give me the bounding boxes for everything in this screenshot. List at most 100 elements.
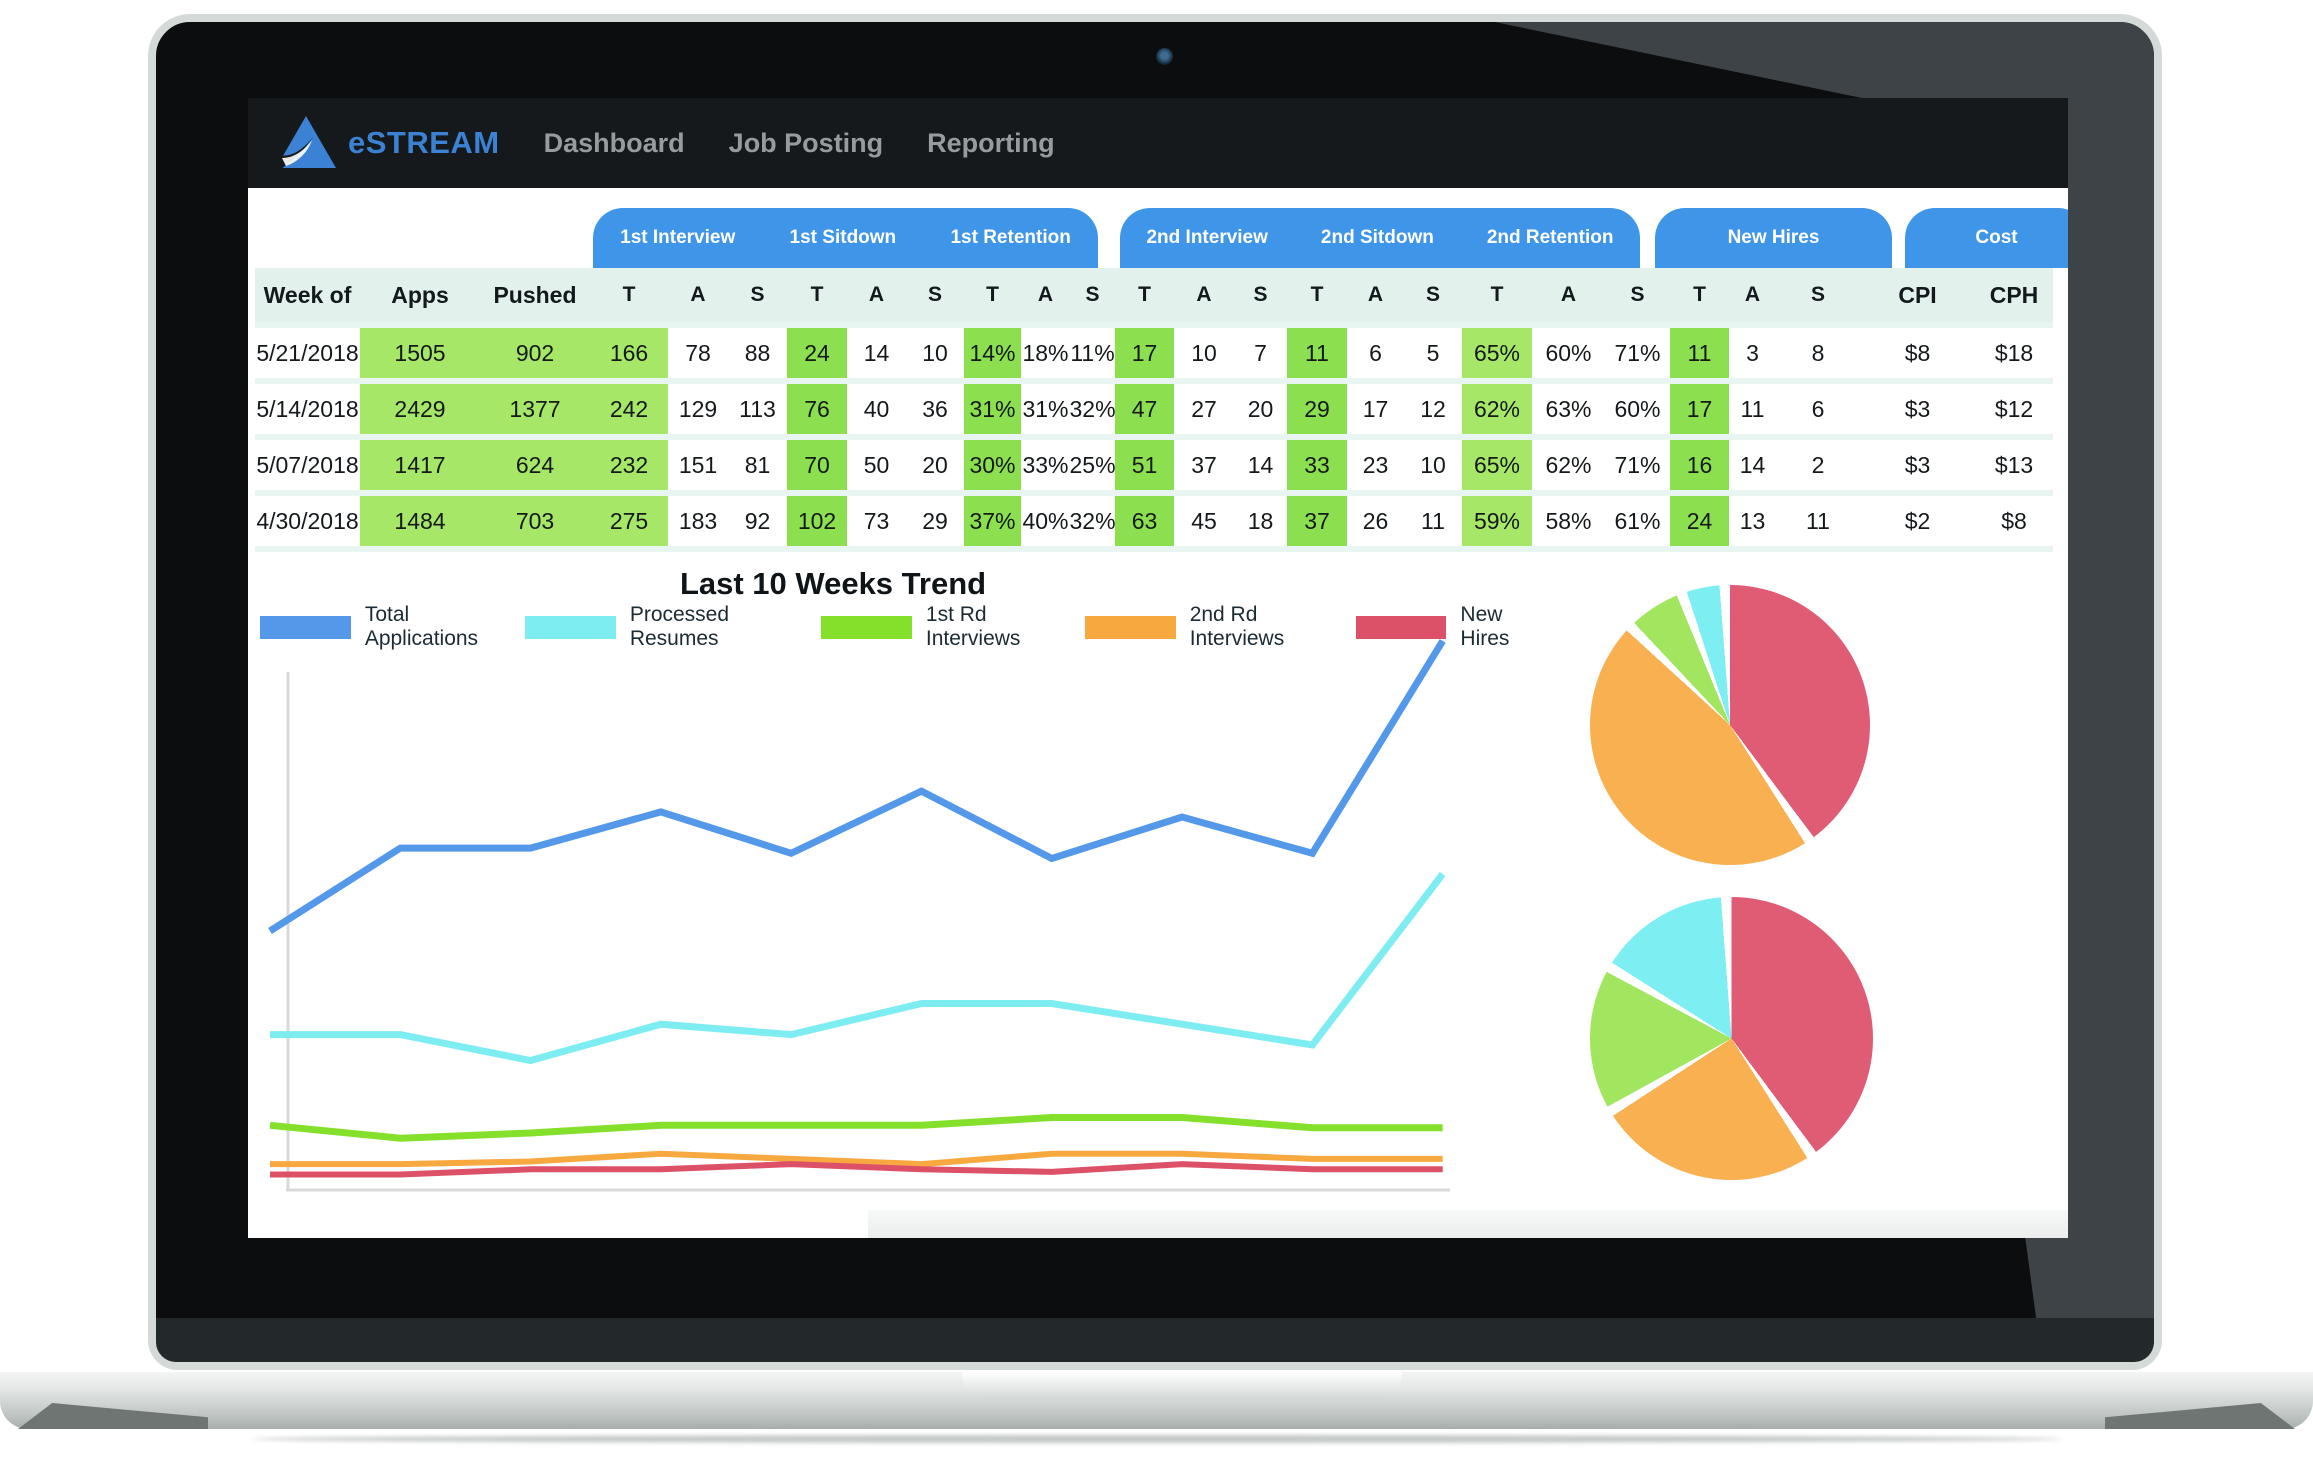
table-cell: 81: [744, 451, 771, 478]
column-header-s-14: S: [1253, 283, 1268, 306]
trend-line-processed-resumes: [270, 871, 1446, 1065]
table-cell: 11%: [1070, 339, 1115, 366]
table-cell: 7: [1254, 339, 1267, 366]
trend-line-2nd-rd-interviews: [270, 1150, 1443, 1168]
tab-cost[interactable]: Cost: [1905, 208, 2068, 268]
table-cell: 10: [1191, 339, 1217, 366]
tab-label-2nd-sitdown[interactable]: 2nd Sitdown: [1320, 227, 1434, 248]
laptop-hinge: [156, 1318, 2154, 1362]
table-cell: 45: [1191, 507, 1217, 534]
legend-swatch-new-hires: [1355, 615, 1447, 639]
table-cell: 71%: [1614, 451, 1661, 478]
tab-1st-interview-1st-sitdown-1st-retention[interactable]: 1st Interview 1st Sitdown 1st Retention: [593, 208, 1098, 268]
table-cell: 47: [1115, 384, 1174, 434]
table-cell: 11: [1287, 328, 1347, 378]
nav-menu: Dashboard Job Posting Reporting: [544, 128, 1055, 159]
trend-line-1st-rd-interviews: [269, 1114, 1443, 1142]
column-header-a-7: A: [868, 283, 885, 306]
tab-label-new-hires[interactable]: New Hires: [1727, 227, 1820, 248]
table-cell: 63%: [1545, 395, 1592, 422]
column-header-a-13: A: [1196, 283, 1212, 306]
table-cell: 5/14/2018: [256, 395, 359, 422]
table-cell: 1417: [360, 440, 480, 490]
table-cell: 65%: [1462, 440, 1532, 490]
table-cell: 36: [922, 395, 948, 422]
table-cell: 50: [863, 451, 890, 478]
brand-name: eSTREAM: [348, 125, 500, 160]
table-cell: 33: [1287, 440, 1347, 490]
table-cell: 20: [1247, 395, 1274, 422]
table-cell: 17: [1115, 328, 1174, 378]
tab-label-1st-sitdown[interactable]: 1st Sitdown: [789, 227, 897, 248]
legend-swatch-1st-rd-interviews: [821, 615, 912, 639]
tab-label-1st-interview[interactable]: 1st Interview: [620, 227, 736, 248]
column-header-a-16: A: [1367, 283, 1384, 306]
column-header-t-12: T: [1138, 283, 1151, 306]
table-row: 4/30/2018 1484 703 275 183 92 102 73 29 37% 40% 32%…: [255, 496, 2053, 546]
table-cell: 11: [1421, 507, 1445, 534]
table-body: 5/21/2018 1505 902 166 78 88 24 14 10 14% 18% 11% 17…: [255, 328, 2053, 546]
tab-2nd-interview-2nd-sitdown-2nd-retention[interactable]: 2nd Interview 2nd Sitdown 2nd Retention: [1120, 208, 1640, 268]
table-cell: 16: [1670, 440, 1729, 490]
table-cell: 61%: [1614, 507, 1661, 534]
table-cell: 8: [1811, 339, 1825, 366]
table-cell: $2: [1904, 507, 1931, 534]
legend-label: Processed Resumes: [629, 603, 730, 650]
table-cell: $8: [2001, 507, 2027, 534]
table-cell: $3: [1904, 451, 1931, 478]
table-cell: 40%: [1022, 507, 1069, 534]
table-cell: 37: [1191, 451, 1217, 478]
nav-item-dashboard[interactable]: Dashboard: [543, 127, 685, 158]
table-cell: 31%: [964, 384, 1021, 434]
table-cell: 11: [1806, 507, 1830, 534]
trend-legend: Total Applications Processed Resumes 1st R…: [260, 603, 1556, 651]
tab-label-2nd-interview[interactable]: 2nd Interview: [1146, 227, 1268, 248]
table-cell: 40: [863, 395, 890, 422]
legend-item-2nd-rd-interviews: 2nd Rd Interviews: [1084, 603, 1356, 651]
legend-swatch-total-applications: [260, 615, 351, 639]
table-cell: 24: [787, 328, 847, 378]
tab-label-1st-retention[interactable]: 1st Retention: [950, 227, 1071, 248]
table-cell: 2429: [360, 384, 480, 434]
table-cell: 88: [744, 339, 771, 366]
table-cell: 60%: [1614, 395, 1661, 422]
pie-chart-bottom: [1590, 897, 1873, 1180]
table-cell: 37: [1287, 496, 1347, 546]
table-cell: 14: [1247, 451, 1274, 478]
table-cell: $18: [1994, 339, 2034, 366]
table-cell: 102: [787, 496, 847, 546]
table-cell: 23: [1362, 451, 1389, 478]
table-cell: 65%: [1462, 328, 1532, 378]
table-cell: 92: [744, 507, 771, 534]
column-header-week-of-0: Week of: [263, 281, 352, 308]
tab-label-cost[interactable]: Cost: [1975, 227, 2018, 248]
table-cell: 31%: [1022, 395, 1069, 422]
tab-new-hires[interactable]: New Hires: [1655, 208, 1892, 268]
brand-logo[interactable]: eSTREAM: [274, 114, 500, 172]
table-cell: 17: [1362, 395, 1389, 422]
table-cell: 30%: [964, 440, 1021, 490]
table-cell: 33%: [1022, 451, 1069, 478]
nav-item-reporting[interactable]: Reporting: [927, 127, 1055, 158]
trend-chart-title: Last 10 Weeks Trend: [679, 566, 987, 601]
table-cell: $12: [1994, 395, 2034, 422]
column-header-s-8: S: [927, 283, 942, 306]
column-header-t-15: T: [1310, 283, 1324, 306]
table-cell: 151: [678, 451, 718, 478]
table-cell: 3: [1746, 339, 1759, 366]
legend-swatch-processed-resumes: [525, 615, 616, 639]
column-header-a-10: A: [1037, 283, 1054, 306]
tab-label-2nd-retention[interactable]: 2nd Retention: [1486, 227, 1614, 248]
table-cell: 32%: [1069, 395, 1116, 422]
table-cell: 183: [678, 507, 718, 534]
table-cell: 624: [480, 440, 590, 490]
table-row: 5/07/2018 1417 624 232 151 81 70 50 20 30% 33% 25% 5…: [255, 440, 2053, 490]
table-cell: 5/21/2018: [256, 339, 359, 366]
table-cell: 166: [590, 328, 668, 378]
table-cell: 14: [1739, 451, 1766, 478]
laptop-shadow: [252, 1435, 2062, 1443]
table-cell: 29: [922, 507, 948, 534]
table-cell: 20: [922, 451, 948, 478]
nav-item-job-posting[interactable]: Job Posting: [728, 127, 884, 158]
